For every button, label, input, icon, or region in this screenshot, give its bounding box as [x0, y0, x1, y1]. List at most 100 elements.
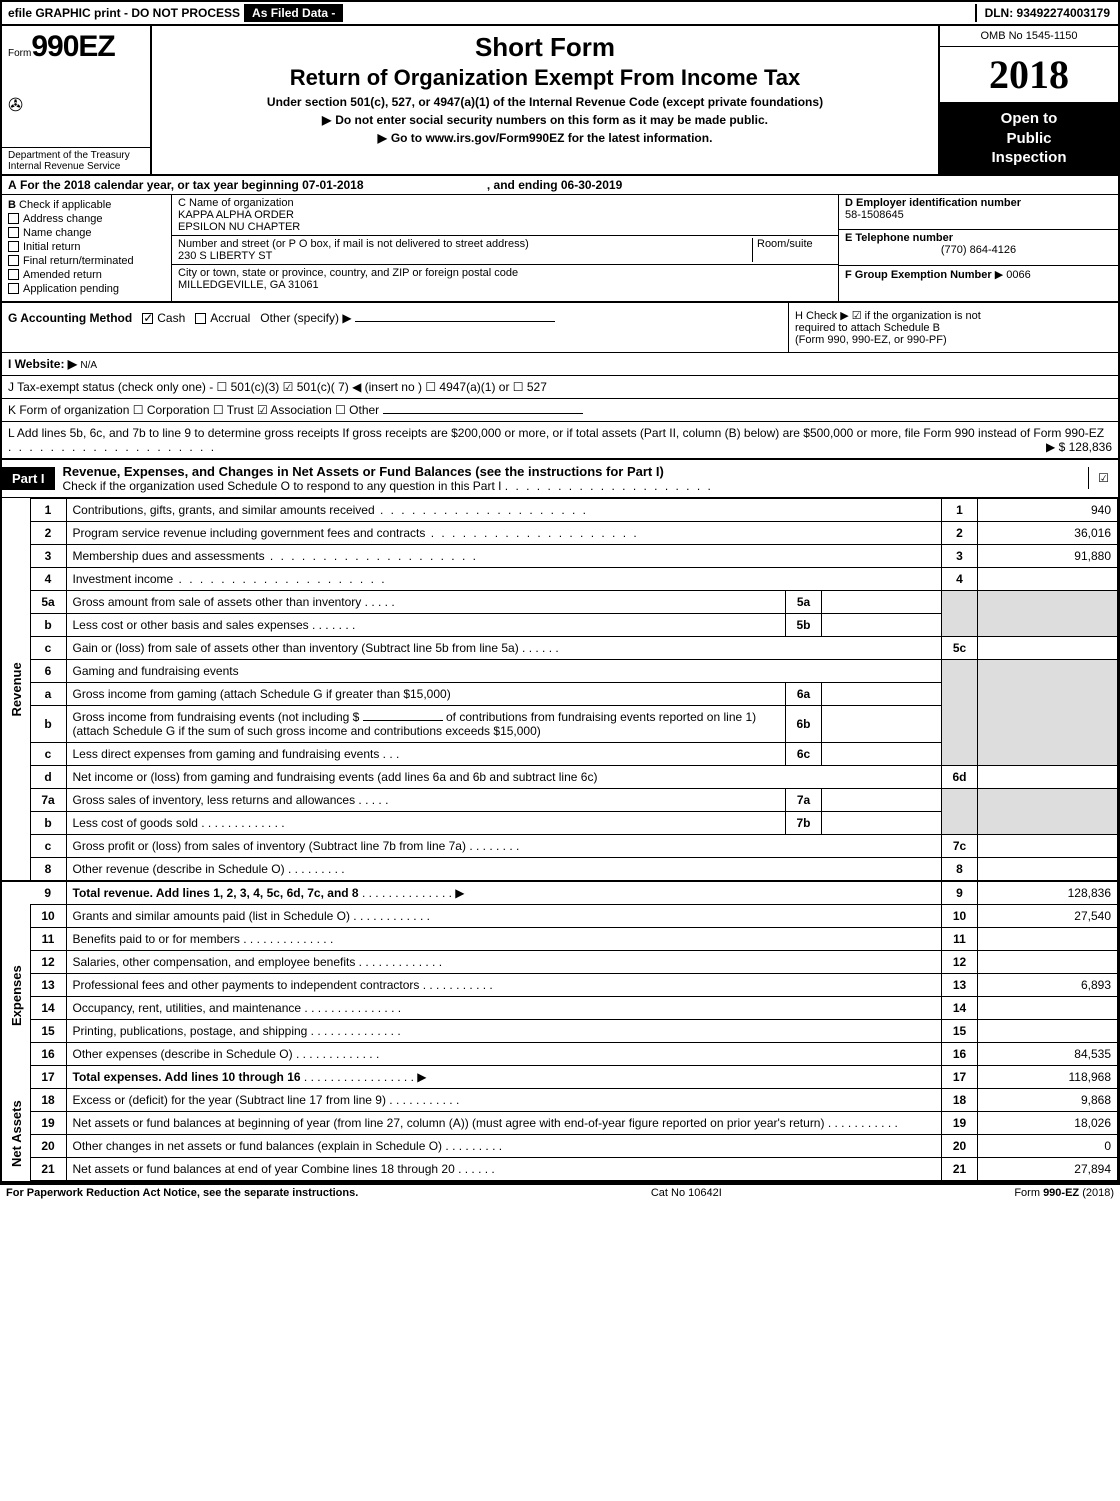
initial-return-checkbox[interactable] — [8, 241, 19, 252]
l-amount: ▶ $ 128,836 — [1046, 440, 1112, 454]
line-16-num: 16 — [30, 1042, 66, 1065]
line-18-val: 9,868 — [978, 1088, 1118, 1111]
line-7-shaded — [942, 788, 978, 834]
name-change-checkbox[interactable] — [8, 227, 19, 238]
final-return-checkbox[interactable] — [8, 255, 19, 266]
line-5b-desc: Less cost or other basis and sales expen… — [73, 618, 309, 632]
line-4-num: 4 — [30, 567, 66, 590]
line-18-rn: 18 — [942, 1088, 978, 1111]
g-label: G Accounting Method — [8, 311, 132, 325]
line-13-desc: Professional fees and other payments to … — [73, 978, 420, 992]
h-line-2: required to attach Schedule B — [795, 322, 1112, 334]
line-6c-inval — [822, 742, 942, 765]
line-4-rn: 4 — [942, 567, 978, 590]
org-name-label: C Name of organization — [178, 197, 832, 209]
row-a-tax-year: A For the 2018 calendar year, or tax yea… — [2, 176, 1118, 195]
line-15-num: 15 — [30, 1019, 66, 1042]
street-address: 230 S LIBERTY ST — [178, 250, 752, 262]
line-5a-in: 5a — [786, 590, 822, 613]
dln-label: DLN: 93492274003179 — [975, 4, 1118, 22]
line-15-rn: 15 — [942, 1019, 978, 1042]
column-def: D Employer identification number 58-1508… — [838, 195, 1118, 301]
subtitle: Under section 501(c), 527, or 4947(a)(1)… — [160, 95, 930, 109]
amended-return-checkbox[interactable] — [8, 269, 19, 280]
other-specify-input[interactable] — [355, 321, 555, 322]
as-filed-box: As Filed Data - — [244, 4, 343, 22]
ssn-warning: Do not enter social security numbers on … — [160, 113, 930, 127]
cash-checkbox[interactable] — [142, 313, 153, 324]
cash-label: Cash — [157, 311, 185, 325]
k-line-text: K Form of organization ☐ Corporation ☐ T… — [8, 403, 379, 417]
irs-seal-icon: ✇ — [2, 95, 150, 120]
line-6c-in: 6c — [786, 742, 822, 765]
line-17-num: 17 — [30, 1065, 66, 1088]
part-1-checkbox[interactable]: ☑ — [1088, 467, 1118, 489]
line-3-num: 3 — [30, 544, 66, 567]
accounting-method-row: G Accounting Method Cash Accrual Other (… — [2, 303, 1118, 353]
address-change-checkbox[interactable] — [8, 213, 19, 224]
line-14-num: 14 — [30, 996, 66, 1019]
line-20-val: 0 — [978, 1134, 1118, 1157]
line-3-desc: Membership dues and assessments — [73, 549, 265, 563]
line-14-val — [978, 996, 1118, 1019]
line-21-num: 21 — [30, 1157, 66, 1180]
line-9: 9 Total revenue. Add lines 1, 2, 3, 4, 5… — [2, 881, 1118, 905]
line-18-desc: Excess or (deficit) for the year (Subtra… — [73, 1093, 386, 1107]
other-org-input[interactable] — [383, 413, 583, 414]
line-21-val: 27,894 — [978, 1157, 1118, 1180]
ein-value: 58-1508645 — [845, 209, 1112, 221]
line-5a-num: 5a — [30, 590, 66, 613]
top-banner: efile GRAPHIC print - DO NOT PROCESS As … — [2, 2, 1118, 26]
line-2: 2 Program service revenue including gove… — [2, 521, 1118, 544]
line-1: Revenue 1 Contributions, gifts, grants, … — [2, 498, 1118, 521]
dept-irs: Internal Revenue Service — [8, 161, 144, 172]
line-2-rn: 2 — [942, 521, 978, 544]
line-17: 17 Total expenses. Add lines 10 through … — [2, 1065, 1118, 1088]
l-dots — [8, 440, 216, 454]
line-21-rn: 21 — [942, 1157, 978, 1180]
amended-return-label: Amended return — [23, 269, 102, 281]
form-number: 990EZ — [31, 30, 114, 63]
part-1-label: Part I — [2, 467, 55, 490]
line-12-rn: 12 — [942, 950, 978, 973]
line-6b-blank[interactable] — [363, 720, 443, 721]
line-19-desc: Net assets or fund balances at beginning… — [73, 1116, 825, 1130]
form-id-cell: Form990EZ ✇ Department of the Treasury I… — [2, 26, 152, 174]
line-7b-desc: Less cost of goods sold — [73, 816, 198, 830]
line-6-shaded — [942, 659, 978, 765]
line-16-rn: 16 — [942, 1042, 978, 1065]
part-1-check-text: Check if the organization used Schedule … — [63, 479, 502, 493]
irs-link-note[interactable]: Go to www.irs.gov/Form990EZ for the late… — [160, 131, 930, 145]
line-13-val: 6,893 — [978, 973, 1118, 996]
line-21: 21 Net assets or fund balances at end of… — [2, 1157, 1118, 1180]
accrual-checkbox[interactable] — [195, 313, 206, 324]
line-5-shaded-val — [978, 590, 1118, 636]
group-exemption-block: F Group Exemption Number ▶ 0066 — [839, 266, 1118, 301]
open-line-2: Public — [944, 129, 1114, 149]
footer-cat-no: Cat No 10642I — [651, 1187, 722, 1199]
line-6b-inval — [822, 705, 942, 742]
right-header-cell: OMB No 1545-1150 2018 Open to Public Ins… — [938, 26, 1118, 174]
line-19-val: 18,026 — [978, 1111, 1118, 1134]
line-6c-num: c — [30, 742, 66, 765]
line-8-num: 8 — [30, 857, 66, 881]
tax-year: 2018 — [940, 47, 1118, 103]
org-name-1: KAPPA ALPHA ORDER — [178, 209, 832, 221]
line-13-num: 13 — [30, 973, 66, 996]
line-6-shaded-val — [978, 659, 1118, 765]
line-11-val — [978, 927, 1118, 950]
line-6a-desc: Gross income from gaming (attach Schedul… — [73, 687, 451, 701]
group-exemption-label: F Group Exemption Number — [845, 269, 992, 281]
line-19: 19 Net assets or fund balances at beginn… — [2, 1111, 1118, 1134]
line-1-rn: 1 — [942, 498, 978, 521]
line-6a-inval — [822, 682, 942, 705]
line-5c-val — [978, 636, 1118, 659]
line-5-shaded — [942, 590, 978, 636]
line-11-desc: Benefits paid to or for members — [73, 932, 240, 946]
gross-receipts-row: L Add lines 5b, 6c, and 7b to line 9 to … — [2, 422, 1118, 460]
application-pending-checkbox[interactable] — [8, 283, 19, 294]
address-change-label: Address change — [23, 213, 103, 225]
line-10-desc: Grants and similar amounts paid (list in… — [73, 909, 350, 923]
line-14-rn: 14 — [942, 996, 978, 1019]
line-6a-in: 6a — [786, 682, 822, 705]
